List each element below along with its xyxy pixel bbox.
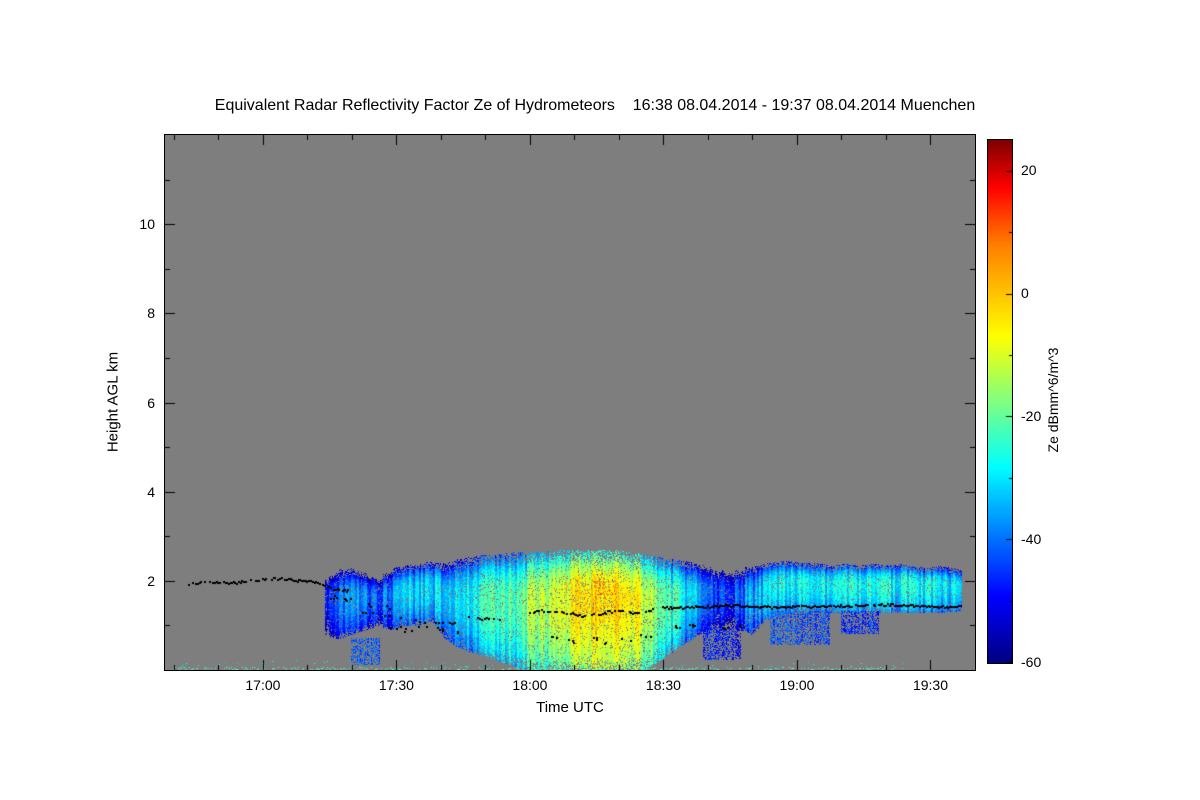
colorbar-canvas: [988, 140, 1012, 663]
heatmap-canvas: [165, 135, 975, 670]
colorbar-tick-label: 0: [1021, 284, 1029, 301]
x-tick-label: 19:30: [912, 677, 948, 693]
y-tick-label: 2: [147, 572, 155, 589]
x-tick-label: 19:00: [779, 677, 815, 693]
chart-title: Equivalent Radar Reflectivity Factor Ze …: [214, 97, 976, 114]
x-tick-label: 17:30: [378, 677, 414, 693]
x-tick-label: 18:30: [645, 677, 681, 693]
x-tick-label: 18:00: [512, 677, 548, 693]
colorbar-label: Ze dBmm^6/m^3: [1045, 347, 1061, 453]
x-tick-label: 17:00: [245, 677, 281, 693]
y-tick-label: 10: [139, 216, 155, 233]
colorbar-tick-label: -40: [1021, 530, 1042, 547]
y-tick-label: 8: [147, 305, 155, 322]
colorbar: [987, 139, 1013, 664]
colorbar-tick-label: -20: [1021, 407, 1042, 424]
colorbar-tick-label: 20: [1021, 161, 1037, 178]
x-axis-label: Time UTC: [536, 699, 604, 716]
y-tick-label: 6: [147, 394, 155, 411]
colorbar-tick-label: -60: [1021, 654, 1042, 670]
y-tick-label: 4: [147, 483, 155, 500]
plot-area: [164, 134, 976, 671]
